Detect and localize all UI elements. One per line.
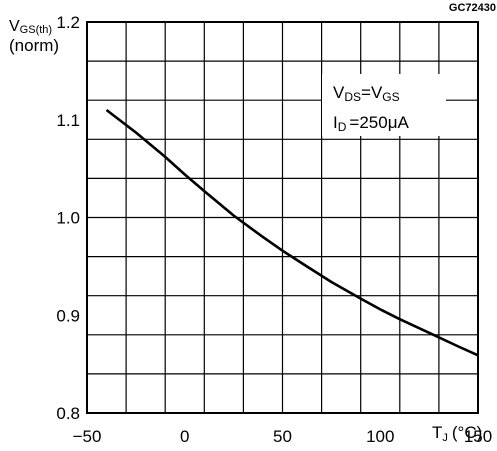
figure-code: GC72430 [449, 2, 496, 14]
y-tick-label: 1.1 [56, 111, 80, 130]
x-axis-label: TJ (°C) [432, 423, 482, 444]
y-tick-label: 0.8 [56, 404, 80, 423]
y-tick-label: 0.9 [56, 306, 80, 325]
y-axis-label-line2: (norm) [9, 36, 59, 55]
tick-labels: −50 0 50 100 150 0.8 0.9 1.0 1.1 1.2 [56, 13, 492, 446]
grid [87, 22, 478, 413]
x-tick-label: 150 [464, 427, 492, 446]
x-tick-label: −50 [73, 427, 102, 446]
series-line [105, 108, 479, 357]
y-axis-label: VGS(th) [9, 18, 52, 36]
x-tick-label: 0 [180, 427, 189, 446]
y-tick-label: 1.2 [56, 13, 80, 32]
series [105, 108, 479, 357]
x-tick-label: 100 [366, 427, 394, 446]
x-tick-label: 50 [273, 427, 292, 446]
condition-vds-vgs: VDS=VGS [333, 83, 400, 104]
plot-frame [86, 21, 479, 414]
condition-id: ID =250μA [333, 113, 410, 134]
y-tick-label: 1.0 [56, 209, 80, 228]
conditions-box: VDS=VGS ID =250μA [322, 74, 446, 136]
